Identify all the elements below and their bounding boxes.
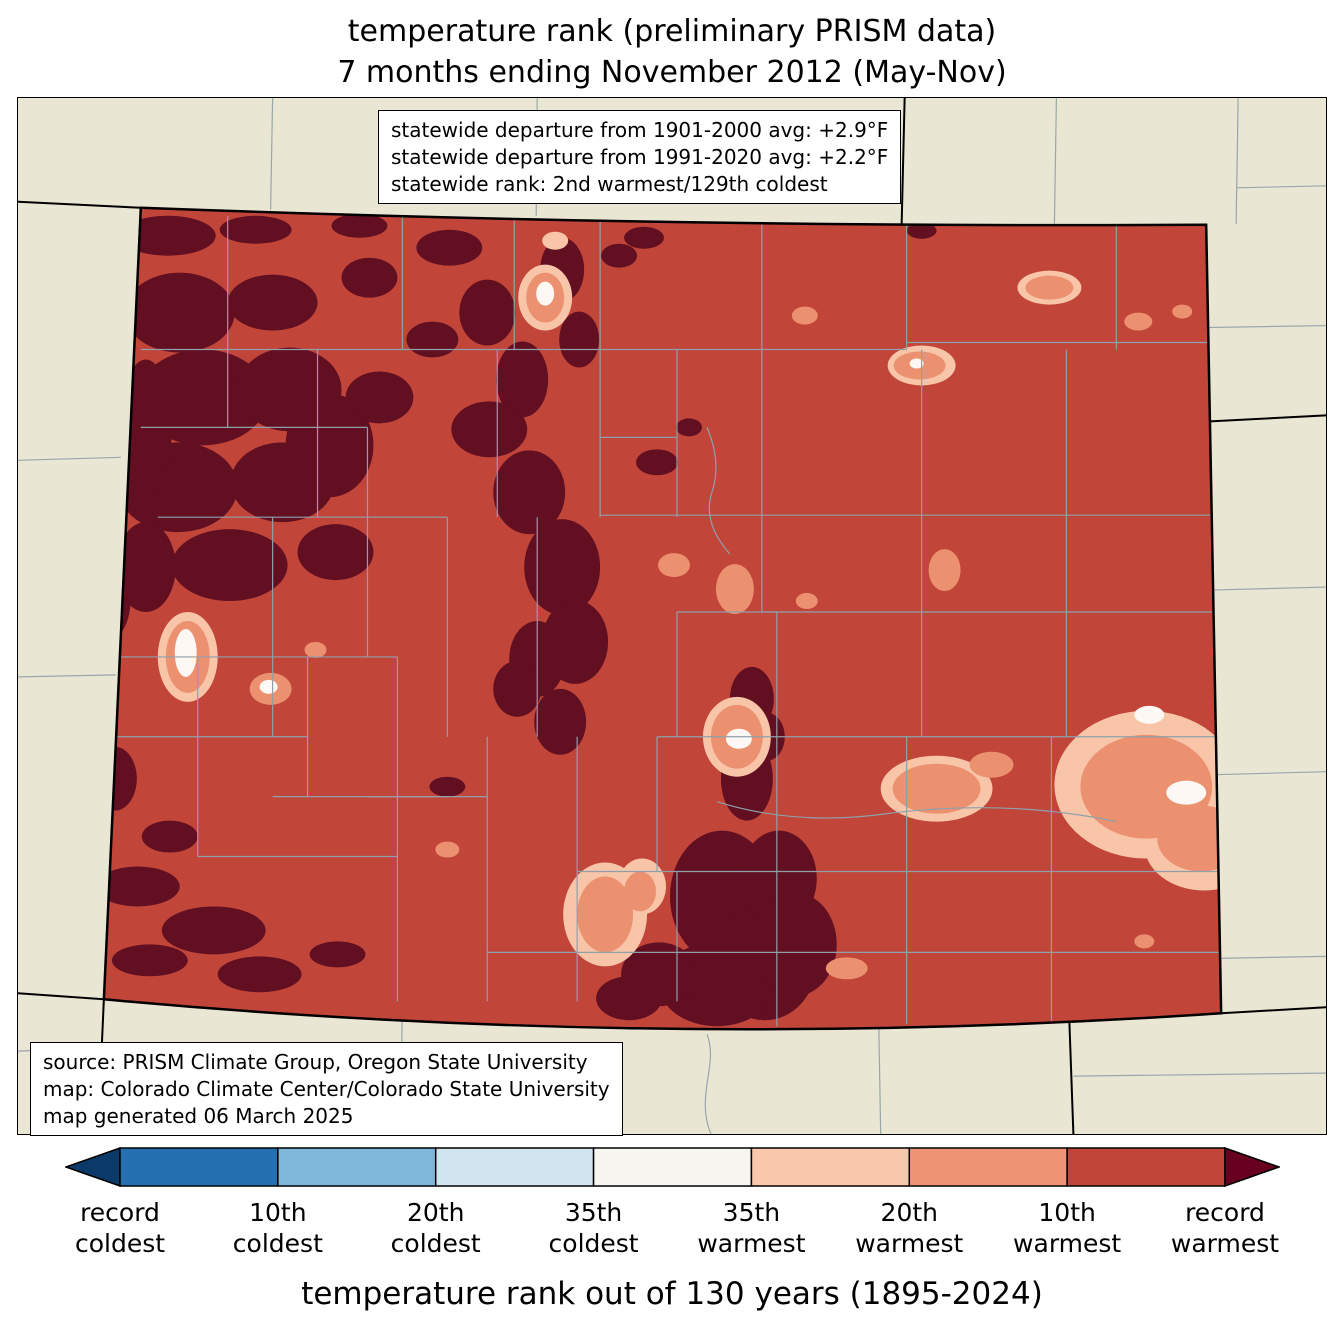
- colorbar-scale: [65, 1147, 1280, 1187]
- colorbar-caption: temperature rank out of 130 years (1895-…: [301, 1276, 1043, 1312]
- colorbar-segment: [277, 1147, 437, 1187]
- stats-line: statewide departure from 1991-2020 avg: …: [391, 144, 889, 169]
- stats-line: statewide departure from 1901-2000 avg: …: [391, 118, 889, 142]
- colorbar-labels: record coldest 10th coldest 20th coldest 35th c…: [65, 1198, 1280, 1268]
- colorbar-right-arrow: [1224, 1147, 1280, 1187]
- colorbar-segment: [750, 1147, 911, 1187]
- colorado-temperature-rank-map: [18, 98, 1326, 1134]
- source-line: map: Colorado Climate Center/Colorado St…: [43, 1076, 610, 1101]
- stats-line: statewide rank: 2nd warmest/129th coldes…: [391, 171, 828, 196]
- state-border: [102, 206, 1223, 1031]
- colorbar: [65, 1147, 1280, 1187]
- colorbar-segment: [119, 1147, 279, 1187]
- colorbar-tick-label: record coldest: [74, 1198, 166, 1258]
- colorbar-tick-label: 10th warmest: [1013, 1198, 1122, 1258]
- colorbar-left-arrow: [65, 1147, 121, 1187]
- colorbar-segment: [908, 1147, 1068, 1187]
- colorbar-tick-label: 35th coldest: [548, 1198, 639, 1258]
- neighbor-county-lines: [18, 98, 1326, 1134]
- colorbar-tick-label: 20th coldest: [390, 1198, 481, 1258]
- statewide-stats-box: statewide departure from 1901-2000 avg: …: [378, 110, 902, 205]
- title-line-1: temperature rank (preliminary PRISM data…: [347, 14, 997, 49]
- title-line-2: 7 months ending November 2012 (May-Nov): [337, 54, 1007, 90]
- source-line: source: PRISM Climate Group, Oregon Stat…: [43, 1050, 588, 1074]
- colorbar-tick-label: record warmest: [1170, 1198, 1280, 1258]
- county-lines: [112, 215, 1221, 1027]
- colorbar-segment: [1066, 1147, 1226, 1187]
- colorbar-segment: [592, 1147, 753, 1187]
- source-attribution-box: source: PRISM Climate Group, Oregon Stat…: [30, 1042, 623, 1137]
- source-line: map generated 06 March 2025: [43, 1103, 354, 1128]
- map-frame: statewide departure from 1901-2000 avg: …: [17, 97, 1327, 1137]
- colorbar-tick-label: 35th warmest: [697, 1198, 806, 1258]
- colorbar-tick-label: 10th coldest: [232, 1198, 323, 1258]
- page-title: temperature rank (preliminary PRISM data…: [0, 12, 1344, 93]
- colorbar-tick-label: 20th warmest: [855, 1198, 964, 1258]
- state-fill: [103, 207, 1222, 1030]
- colorbar-segment: [434, 1147, 595, 1187]
